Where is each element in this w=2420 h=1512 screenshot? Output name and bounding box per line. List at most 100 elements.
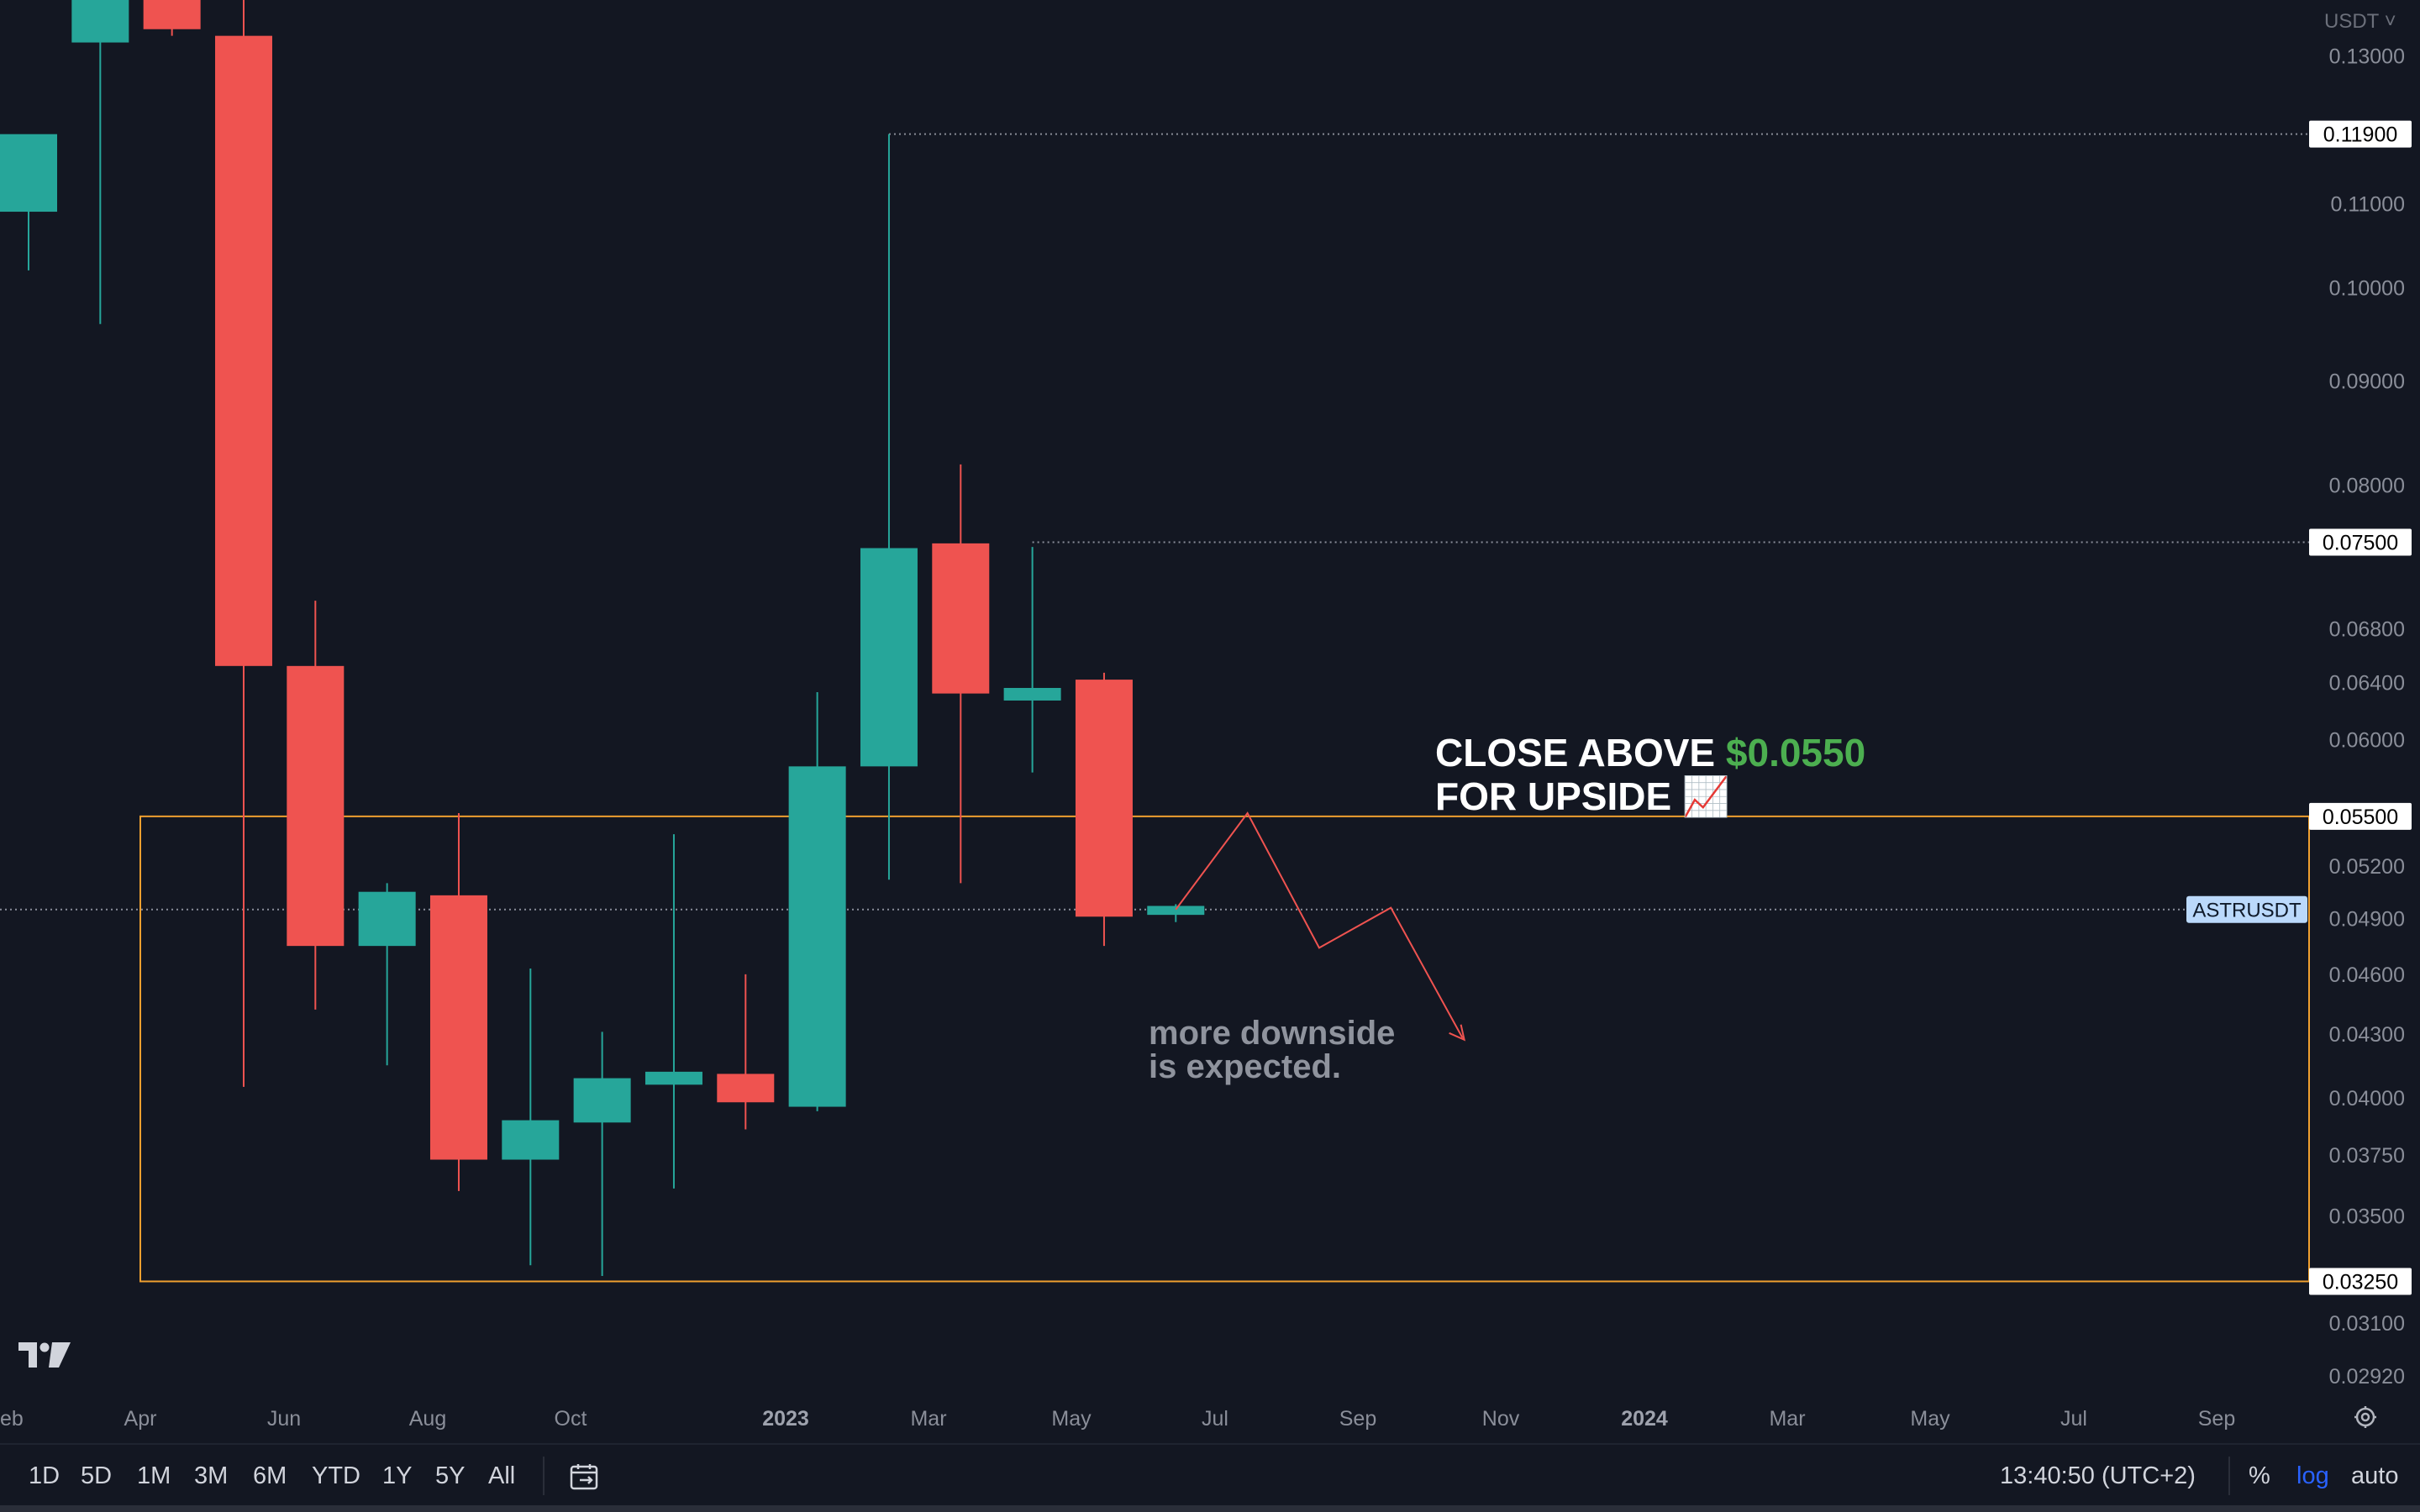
price-label-box	[2309, 802, 2412, 830]
tradingview-logo-icon[interactable]	[18, 1342, 71, 1372]
y-tick-label: 0.05200	[2329, 855, 2405, 879]
y-tick-label: 0.06400	[2329, 671, 2405, 695]
x-tick-label: Apr	[124, 1407, 157, 1431]
candle-body	[932, 543, 990, 694]
timeframe-1y-button[interactable]: 1Y	[382, 1462, 413, 1489]
candle-body	[1075, 680, 1133, 917]
x-tick-label: Mar	[1769, 1407, 1805, 1431]
y-tick-label: 0.04000	[2329, 1087, 2405, 1110]
candle	[860, 134, 918, 880]
price-label-box	[2309, 528, 2412, 556]
timeframe-1d-button[interactable]: 1D	[29, 1462, 60, 1489]
y-tick-label: 0.06000	[2329, 728, 2405, 752]
y-tick-label: 0.04600	[2329, 963, 2405, 987]
x-tick-label: Oct	[555, 1407, 587, 1431]
x-tick-label: May	[1910, 1407, 1950, 1431]
timeframe-3m-button[interactable]: 3M	[194, 1462, 229, 1489]
candle-body	[788, 766, 846, 1107]
candle-body	[0, 134, 57, 213]
candle-body	[1003, 687, 1061, 701]
price-label-box	[2309, 120, 2412, 148]
candle	[143, 0, 201, 36]
candle	[287, 601, 345, 1010]
candle-body	[358, 891, 416, 947]
candle	[788, 691, 846, 1111]
x-tick-label: Jul	[1202, 1407, 1228, 1431]
y-tick-label: 0.06800	[2329, 618, 2405, 642]
candle	[358, 883, 416, 1066]
go-to-date-icon[interactable]	[570, 1463, 602, 1496]
candle-body	[860, 548, 918, 767]
y-tick-label: 0.04900	[2329, 907, 2405, 931]
timeframe-all-button[interactable]: All	[488, 1462, 516, 1489]
timeframe-ytd-button[interactable]: YTD	[312, 1462, 360, 1489]
price-label-box	[2309, 1268, 2412, 1295]
timeframe-6m-button[interactable]: 6M	[253, 1462, 287, 1489]
toolbar-divider	[2228, 1457, 2230, 1495]
candle	[1147, 904, 1205, 922]
projection-arrowhead	[1449, 1024, 1466, 1042]
candle-body	[502, 1120, 560, 1160]
annotation-close-above: CLOSE ABOVE $0.0550 FOR UPSIDE 📈	[1435, 731, 1866, 818]
y-tick-label: 0.03500	[2329, 1205, 2405, 1228]
x-tick-label: Jun	[267, 1407, 301, 1431]
x-tick-label: Sep	[2198, 1407, 2235, 1431]
candle	[573, 1032, 631, 1277]
symbol-label-box	[2186, 895, 2307, 923]
y-tick-label: 0.13000	[2329, 45, 2405, 69]
chart-settings-icon[interactable]	[2353, 1404, 2378, 1434]
candle	[717, 974, 775, 1130]
candle	[0, 134, 57, 270]
x-tick-label: Sep	[1339, 1407, 1376, 1431]
candle	[932, 464, 990, 884]
annotation-price-highlight: $0.0550	[1725, 731, 1866, 774]
log-scale-toggle[interactable]: log	[2296, 1462, 2329, 1489]
x-tick-label: May	[1051, 1407, 1092, 1431]
clock-timezone-button[interactable]: 13:40:50 (UTC+2)	[2000, 1462, 2196, 1489]
bottom-edge	[0, 1505, 2420, 1512]
timeframe-5y-button[interactable]: 5Y	[435, 1462, 466, 1489]
y-tick-label: 0.02920	[2329, 1365, 2405, 1389]
candle	[644, 834, 702, 1189]
y-tick-label: 0.11000	[2330, 192, 2405, 216]
x-tick-label: Nov	[1482, 1407, 1520, 1431]
y-tick-label: 0.03750	[2329, 1144, 2405, 1168]
timeframe-5d-button[interactable]: 5D	[81, 1462, 113, 1489]
y-tick-label: 0.10000	[2329, 277, 2405, 301]
toolbar-divider	[543, 1457, 544, 1495]
candle-body	[1147, 906, 1205, 916]
x-tick-label: Aug	[409, 1407, 446, 1431]
y-tick-label: 0.09000	[2329, 370, 2405, 394]
annotation-more-downside: more downside is expected.	[1149, 1015, 1396, 1085]
candle	[429, 813, 487, 1191]
candle-body	[214, 35, 272, 666]
currency-selector[interactable]: USDT ˅	[2324, 10, 2396, 33]
bottom-toolbar: 1D 5D 1M 3M 6M YTD 1Y 5Y All 13:40:50 (U…	[0, 1443, 2420, 1507]
symbol-label: ASTRUSDT	[2192, 900, 2302, 922]
timeframe-1m-button[interactable]: 1M	[137, 1462, 171, 1489]
price-chart[interactable]: 0.13000 0.11000 0.10000 0.09000 0.08000 0.068…	[0, 0, 2420, 1443]
x-tick-label: 2023	[762, 1407, 809, 1431]
x-tick-label: eb	[0, 1407, 24, 1431]
y-tick-label: 0.04300	[2329, 1023, 2405, 1047]
y-tick-label: 0.08000	[2329, 475, 2405, 498]
candle-body	[717, 1074, 775, 1103]
projection-path	[1175, 811, 1464, 1039]
candle-body	[429, 895, 487, 1160]
candle	[214, 0, 272, 1087]
percent-scale-toggle[interactable]: %	[2249, 1462, 2270, 1489]
candle	[1003, 547, 1061, 773]
auto-scale-toggle[interactable]: auto	[2351, 1462, 2399, 1489]
x-tick-label: Jul	[2060, 1407, 2087, 1431]
x-tick-label: Mar	[910, 1407, 946, 1431]
candle	[502, 969, 560, 1266]
price-label: 0.03250	[2323, 1270, 2398, 1294]
candle-body	[644, 1071, 702, 1085]
candle-body	[287, 665, 345, 947]
y-tick-label: 0.03100	[2329, 1312, 2405, 1336]
x-tick-label: 2024	[1621, 1407, 1668, 1431]
candle-body	[573, 1078, 631, 1123]
price-label: 0.11900	[2323, 123, 2398, 147]
candle-body	[143, 0, 201, 29]
price-label: 0.05500	[2323, 806, 2398, 829]
